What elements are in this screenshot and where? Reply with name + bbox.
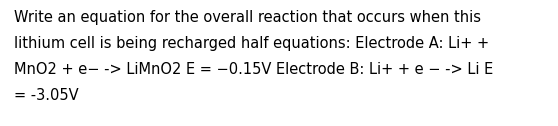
Text: Write an equation for the overall reaction that occurs when this: Write an equation for the overall reacti… [14, 10, 481, 25]
Text: = -3.05V: = -3.05V [14, 88, 79, 103]
Text: MnO2 + e− -> LiMnO2 E = −0.15V Electrode B: Li+ + e − -> Li E: MnO2 + e− -> LiMnO2 E = −0.15V Electrode… [14, 62, 493, 77]
Text: lithium cell is being recharged half equations: Electrode A: Li+ +: lithium cell is being recharged half equ… [14, 36, 489, 51]
